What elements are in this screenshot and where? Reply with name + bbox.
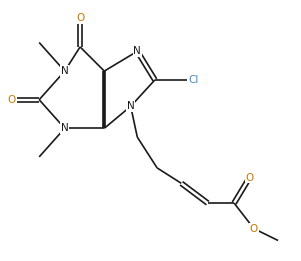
Text: O: O: [76, 13, 84, 23]
Text: O: O: [250, 224, 258, 234]
Text: N: N: [133, 46, 141, 56]
Text: N: N: [127, 101, 135, 111]
Text: O: O: [8, 95, 16, 105]
Text: N: N: [61, 66, 69, 76]
Text: Cl: Cl: [188, 75, 198, 85]
Text: O: O: [245, 173, 254, 183]
Text: N: N: [61, 123, 69, 133]
